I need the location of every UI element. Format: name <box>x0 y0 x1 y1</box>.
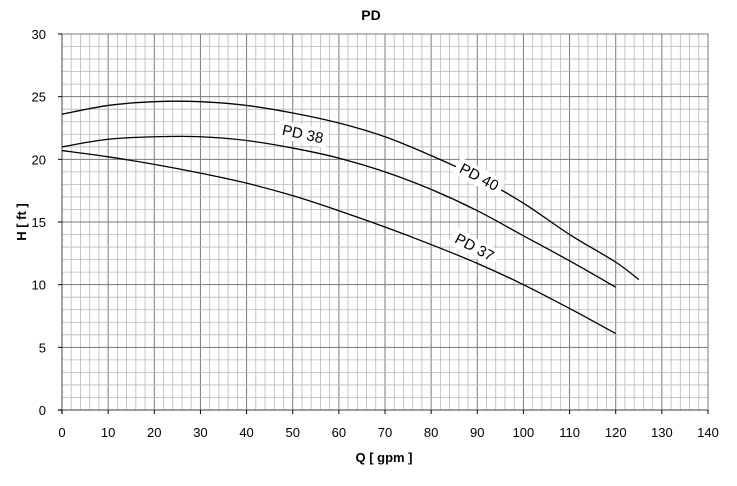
x-tick-label: 100 <box>513 425 535 440</box>
pd-37-label: PD 37 <box>447 227 502 268</box>
y-tick-label: 30 <box>32 27 46 42</box>
y-axis-title: H [ ft ] <box>14 203 29 241</box>
y-tick-label: 5 <box>39 340 46 355</box>
pd-38-curve <box>61 135 617 288</box>
x-tick-label: 120 <box>605 425 627 440</box>
tick-labels: 0 10 20 30 40 50 60 70 80 90 100 110 120 130 140 0 5 10 15… <box>32 27 719 440</box>
x-tick-label: 10 <box>101 425 115 440</box>
pd-38-label-background <box>275 120 330 149</box>
pd-40-label: PD 40 <box>452 157 506 198</box>
series-labels: PD 40 PD 38 PD 37 <box>275 120 506 268</box>
x-tick-label: 80 <box>424 425 438 440</box>
x-tick-label: 0 <box>58 425 65 440</box>
pd-37-label-background <box>447 227 502 268</box>
y-tick-label: 0 <box>39 403 46 418</box>
x-tick-label: 50 <box>285 425 299 440</box>
y-tick-label: 20 <box>32 152 46 167</box>
pd-37-curve <box>61 149 617 335</box>
x-tick-label: 110 <box>559 425 580 440</box>
axes <box>58 33 709 414</box>
x-tick-label: 90 <box>470 425 484 440</box>
x-tick-label: 70 <box>378 425 392 440</box>
chart-title: PD <box>361 7 380 23</box>
grid <box>61 33 709 411</box>
x-tick-label: 20 <box>147 425 161 440</box>
y-tick-label: 10 <box>32 278 46 293</box>
x-tick-label: 60 <box>332 425 346 440</box>
x-tick-label: 130 <box>651 425 673 440</box>
y-tick-label: 15 <box>32 215 46 230</box>
x-tick-label: 140 <box>697 425 719 440</box>
pd-40-label-text: PD 40 <box>457 160 502 195</box>
series-lines <box>61 100 640 335</box>
pd-40-label-background <box>452 157 506 198</box>
pd-38-label: PD 38 <box>275 120 330 149</box>
pd-40-curve <box>61 100 640 281</box>
x-tick-label: 30 <box>193 425 207 440</box>
pd-38-label-text: PD 38 <box>281 122 325 147</box>
x-axis-title: Q [ gpm ] <box>355 450 412 465</box>
y-tick-label: 25 <box>32 90 46 105</box>
x-tick-label: 40 <box>239 425 253 440</box>
